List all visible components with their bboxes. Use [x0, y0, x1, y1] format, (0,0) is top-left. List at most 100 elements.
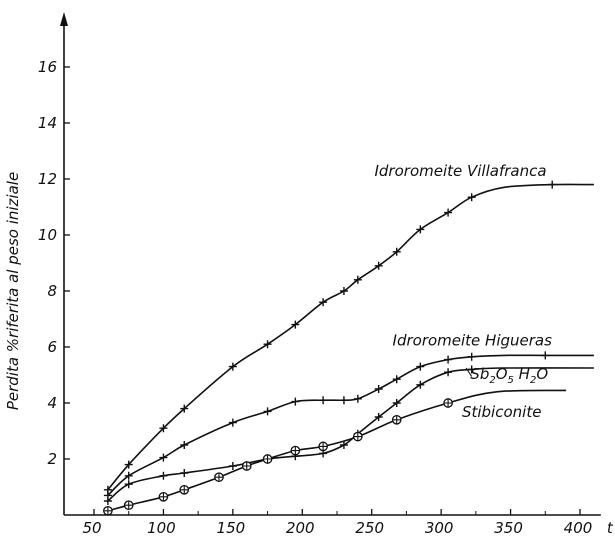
data-point [374, 385, 383, 393]
data-point [444, 368, 453, 377]
label-part: O [496, 365, 508, 383]
label-subscript: 2 [530, 375, 536, 386]
data-point [467, 365, 476, 374]
data-point [352, 431, 363, 442]
point-cross [214, 473, 224, 482]
y-tick-label: 12 [38, 170, 57, 188]
x-tick-label: 100 [147, 519, 176, 537]
data-point [179, 484, 190, 495]
label-part: H [514, 365, 530, 383]
label-subscript: 5 [508, 375, 514, 386]
data-point [392, 375, 401, 384]
x-tick-label: 350 [494, 519, 523, 537]
point-cross [291, 446, 300, 455]
y-tick-label: 16 [38, 58, 57, 76]
data-point [318, 441, 328, 452]
series-line [107, 183, 594, 491]
data-point [339, 287, 348, 295]
point-cross [392, 415, 401, 424]
data-point [159, 471, 168, 480]
data-point [467, 193, 476, 202]
y-ticks: 2 4 6 8 10 12 14 16 [38, 58, 70, 468]
data-point [290, 445, 301, 456]
y-tick-label: 6 [47, 338, 57, 356]
x-tick-label: 200 [286, 519, 315, 537]
series-label-stibiconite: Stibiconite [462, 403, 541, 421]
data-point [339, 441, 348, 449]
data-point [339, 396, 348, 405]
data-point [228, 418, 237, 427]
data-point [124, 471, 133, 480]
data-point [180, 469, 189, 477]
y-tick-label: 4 [47, 394, 57, 412]
x-axis-unit: t [607, 519, 614, 537]
data-point [319, 298, 328, 307]
data-point [392, 399, 401, 407]
data-point [548, 180, 557, 189]
x-tick-label: 150 [217, 519, 246, 537]
data-point [391, 414, 402, 425]
x-tick-label: 400 [564, 519, 593, 537]
data-point [123, 500, 134, 511]
data-point [228, 362, 237, 371]
label-part: O [536, 365, 548, 383]
data-point [444, 208, 453, 217]
series-line [107, 367, 594, 502]
point-cross [242, 461, 251, 471]
data-point [228, 462, 237, 470]
data-point [416, 380, 425, 389]
data-point [262, 454, 273, 464]
y-tick-label: 10 [38, 226, 57, 244]
data-point [103, 505, 113, 516]
y-axis-title: Perdita %riferita al peso iniziale [4, 172, 22, 410]
series-label-sb2o5-h2o: Sb2O5 H2O [470, 365, 548, 386]
point-cross [353, 432, 363, 441]
data-point [392, 247, 401, 256]
data-point [443, 398, 453, 408]
data-point [319, 396, 328, 405]
data-point [374, 413, 383, 421]
point-cross [318, 442, 328, 451]
data-point [291, 320, 300, 329]
data-point [180, 441, 189, 449]
series-1 [103, 351, 594, 500]
data-point [159, 424, 168, 433]
data-point [124, 460, 133, 469]
point-cross [159, 492, 168, 501]
series-label-idroromeite-villafranca: Idroromeite Villafranca [374, 162, 546, 180]
series-0 [103, 180, 594, 494]
point-cross [443, 398, 453, 408]
y-tick-label: 2 [47, 450, 57, 468]
point-cross [263, 454, 272, 464]
point-cross [124, 501, 133, 510]
x-tick-label: 300 [425, 519, 454, 537]
data-point [353, 394, 362, 403]
series-label-idroromeite-higueras: Idroromeite Higueras [393, 332, 553, 350]
y-tick-label: 8 [47, 282, 57, 300]
data-point [416, 225, 425, 234]
data-point [374, 261, 383, 270]
y-axis-arrowhead [60, 12, 68, 26]
data-point [541, 351, 550, 360]
point-cross [180, 485, 189, 494]
x-tick-label: 250 [355, 519, 384, 537]
data-point [263, 340, 272, 349]
data-point [214, 472, 224, 483]
axes [60, 12, 601, 516]
data-point [241, 461, 252, 471]
data-point [444, 355, 453, 364]
data-point [103, 497, 112, 505]
data-point [180, 404, 189, 413]
label-subscript: 2 [489, 375, 495, 386]
x-ticks: 50 100 150 200 250 300 350 400 [82, 509, 592, 537]
data-point [158, 491, 169, 502]
data-point [291, 397, 300, 406]
data-point [124, 480, 133, 489]
data-point [467, 352, 476, 361]
data-point [353, 275, 362, 284]
series-2 [103, 365, 594, 505]
x-tick-label: 50 [82, 519, 101, 537]
sb2o5-leader-line [465, 367, 473, 377]
data-point [159, 453, 168, 462]
